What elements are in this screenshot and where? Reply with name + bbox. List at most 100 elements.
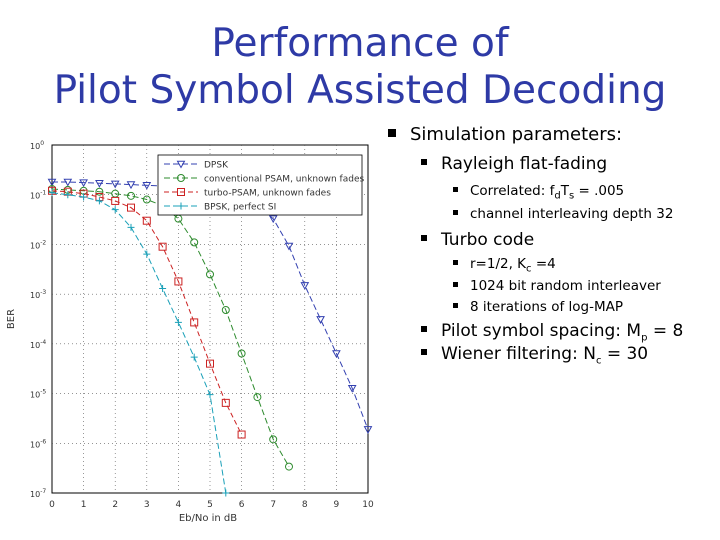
data-point-0 (110, 180, 120, 189)
x-tick-label: 0 (49, 500, 55, 510)
x-tick-label: 7 (270, 500, 276, 510)
legend-marker-2 (177, 188, 185, 196)
legend-label-2: turbo-PSAM, unknown fades (204, 189, 331, 199)
x-tick-label: 10 (362, 500, 374, 510)
ber-chart: 0 1 2 3 4 5 6 7 8 9 10 100 10-1 10-2 10-3 10-4 10-5 10-6 1… (6, 140, 374, 524)
bullet-turbo-code: Turbo code (421, 230, 534, 250)
square-bullet-icon (421, 235, 427, 241)
x-tick-label: 3 (144, 500, 150, 510)
bullet-interleaving: channel interleaving depth 32 (453, 206, 673, 222)
y-tick-label: 10-7 (30, 488, 46, 499)
bullet-rate: r=1/2, Kc =4 (453, 256, 556, 275)
legend-label-1: conventional PSAM, unknown fades (204, 175, 364, 185)
data-point-0 (332, 350, 341, 359)
legend-marker-0 (176, 160, 186, 169)
bullet-iterations: 8 iterations of log-MAP (453, 299, 623, 315)
legend-marker-1 (177, 174, 185, 182)
data-point-2 (142, 216, 151, 225)
slide-title: Performance of Pilot Symbol Assisted Dec… (0, 20, 720, 114)
square-bullet-icon (421, 326, 427, 332)
data-point-0 (316, 316, 325, 324)
square-bullet-icon (453, 281, 458, 287)
data-point-3 (222, 489, 230, 497)
data-point-1 (142, 195, 151, 204)
data-point-3 (206, 391, 214, 399)
data-point-2 (158, 242, 167, 251)
bullet-simulation-parameters: Simulation parameters: (388, 124, 622, 145)
bullet-rayleigh: Rayleigh flat-fading (421, 154, 607, 174)
data-point-3 (159, 284, 167, 292)
data-point-1 (269, 435, 278, 444)
data-point-2 (111, 196, 120, 205)
x-tick-label: 5 (207, 500, 213, 510)
legend-label-3: BPSK, perfect SI (204, 203, 276, 213)
series-line-2 (52, 190, 243, 435)
data-point-3 (174, 318, 182, 326)
legend-marker-3 (177, 202, 185, 210)
data-point-3 (190, 353, 198, 361)
x-tick-label: 8 (302, 500, 308, 510)
x-tick-label: 4 (176, 500, 182, 510)
y-tick-label: 10-6 (30, 438, 46, 449)
data-point-0 (284, 242, 294, 251)
data-point-3 (111, 206, 119, 214)
data-point-2 (190, 318, 199, 327)
data-point-0 (79, 179, 88, 188)
bullet-pilot-spacing: Pilot symbol spacing: Mp = 8 (421, 321, 683, 343)
data-point-1 (95, 187, 104, 196)
data-point-0 (268, 215, 278, 224)
square-bullet-icon (453, 302, 458, 308)
x-tick-label: 6 (239, 500, 245, 510)
data-point-3 (64, 191, 72, 199)
x-tick-label: 9 (334, 500, 340, 510)
data-point-0 (142, 181, 152, 190)
y-tick-label: 10-2 (30, 239, 46, 250)
x-tick-label: 1 (81, 500, 87, 510)
data-point-2 (221, 398, 230, 407)
data-point-2 (174, 277, 183, 286)
square-bullet-icon (421, 159, 427, 165)
y-tick-label: 10-5 (30, 389, 46, 400)
data-point-0 (95, 179, 104, 188)
data-point-1 (127, 191, 135, 200)
data-point-0 (347, 384, 357, 393)
x-tick-label: 2 (112, 500, 118, 510)
data-point-2 (206, 359, 214, 368)
title-line-1: Performance of (211, 21, 509, 66)
data-point-0 (363, 426, 373, 434)
data-point-0 (126, 181, 136, 190)
data-point-1 (237, 349, 246, 358)
data-point-3 (143, 250, 151, 258)
y-tick-label: 10-4 (30, 339, 46, 350)
data-point-3 (95, 197, 103, 205)
data-point-1 (221, 305, 230, 314)
data-point-3 (80, 193, 88, 201)
y-axis-label: BER (6, 309, 17, 329)
data-point-1 (190, 238, 199, 247)
square-bullet-icon (453, 186, 458, 192)
data-point-0 (47, 178, 57, 187)
y-tick-label: 100 (30, 140, 44, 151)
data-point-1 (253, 393, 262, 402)
title-line-2: Pilot Symbol Assisted Decoding (53, 68, 667, 113)
y-tick-label: 10-3 (30, 289, 46, 300)
data-point-0 (300, 282, 310, 290)
square-bullet-icon (453, 259, 458, 265)
legend-label-0: DPSK (204, 161, 229, 171)
x-axis-label: Eb/No in dB (179, 513, 237, 524)
data-point-2 (237, 430, 246, 439)
square-bullet-icon (453, 209, 458, 215)
legend-box (157, 154, 363, 216)
y-tick-label: 10-1 (30, 190, 46, 201)
data-point-1 (285, 462, 293, 471)
bullet-correlated: Correlated: fdTs = .005 (453, 183, 624, 202)
data-point-1 (206, 270, 214, 279)
bullet-wiener: Wiener filtering: Nc = 30 (421, 344, 648, 366)
bullet-interleaver: 1024 bit random interleaver (453, 278, 661, 294)
data-point-3 (127, 223, 135, 231)
square-bullet-icon (388, 129, 396, 137)
data-point-2 (127, 203, 135, 212)
data-point-0 (63, 178, 73, 187)
data-point-3 (48, 189, 56, 197)
square-bullet-icon (421, 349, 427, 355)
